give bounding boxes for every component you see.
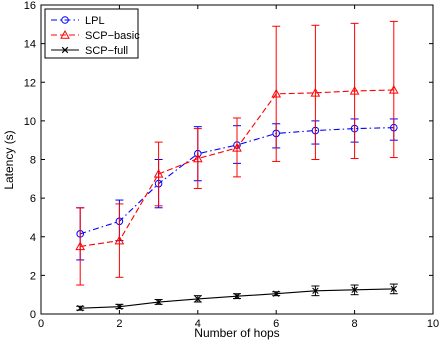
- data-point: [390, 285, 397, 293]
- y-tick-label: 14: [24, 39, 36, 51]
- data-point: [349, 85, 360, 95]
- chart-marks: [75, 20, 399, 312]
- y-tick-label: 16: [24, 0, 36, 12]
- x-tick-label: 0: [38, 318, 44, 330]
- x-tick-label: 6: [273, 318, 279, 330]
- axis-ticks: 0 2 4 6 8 10 0 2 4 6 8 10 12 14 16: [24, 0, 439, 330]
- data-point: [75, 241, 86, 251]
- legend-marker: [61, 16, 69, 24]
- x-axis-label: Number of hops: [194, 326, 279, 340]
- legend: LPL SCP−basic SCP−full: [44, 8, 140, 59]
- series-2: [75, 20, 399, 286]
- data-point: [312, 287, 319, 295]
- x-tick-label: 10: [427, 318, 439, 330]
- y-tick-label: 4: [30, 232, 36, 244]
- data-point: [233, 293, 241, 300]
- data-point: [192, 153, 203, 163]
- series-line: [80, 89, 394, 247]
- data-point: [273, 290, 280, 297]
- legend-label: LPL: [85, 15, 105, 27]
- legend-label: SCP−full: [85, 45, 128, 57]
- data-point: [310, 87, 321, 97]
- data-point: [116, 303, 123, 310]
- legend-box: [44, 8, 139, 59]
- y-tick-label: 8: [30, 155, 36, 167]
- y-tick-label: 0: [30, 309, 36, 321]
- legend-label: SCP−basic: [85, 30, 140, 42]
- y-tick-label: 12: [24, 77, 36, 89]
- data-point: [155, 298, 162, 306]
- y-tick-label: 10: [24, 116, 36, 128]
- data-point: [271, 88, 282, 98]
- x-tick-label: 4: [195, 318, 201, 330]
- data-point: [77, 305, 84, 312]
- data-point: [351, 286, 358, 294]
- y-axis-label: Latency (s): [2, 130, 16, 189]
- data-point: [232, 142, 242, 152]
- data-point: [388, 84, 399, 94]
- legend-marker: [60, 29, 70, 39]
- data-point: [114, 235, 125, 245]
- x-tick-label: 2: [116, 318, 122, 330]
- data-point: [194, 295, 201, 303]
- data-point: [153, 168, 164, 178]
- x-tick-label: 8: [352, 318, 358, 330]
- series-3: [76, 283, 398, 312]
- y-tick-label: 6: [30, 193, 36, 205]
- legend-marker: [61, 46, 69, 54]
- y-tick-label: 2: [30, 270, 36, 282]
